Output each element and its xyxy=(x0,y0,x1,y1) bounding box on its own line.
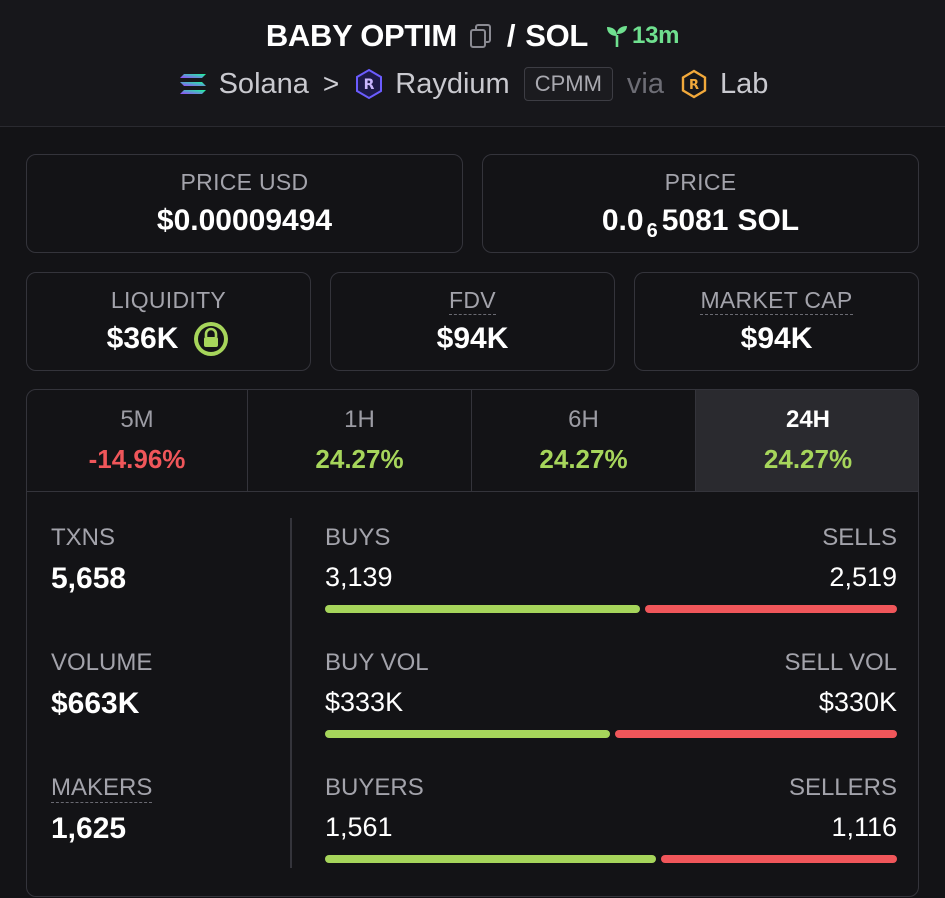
price-usd-value: $0.00009494 xyxy=(156,204,333,237)
sells-label: SELLS xyxy=(822,524,897,551)
timeframe-tabs: 5M -14.96% 1H 24.27% 6H 24.27% 24H 24.27… xyxy=(27,390,918,492)
chain-name[interactable]: Solana xyxy=(218,67,309,100)
fdv-card[interactable]: FDV $94K xyxy=(330,272,615,371)
price-native-value: 0.0 6 5081 SOL xyxy=(483,204,918,242)
dex-name[interactable]: Raydium xyxy=(395,67,510,100)
sprout-icon xyxy=(607,26,628,47)
tab-change: 24.27% xyxy=(315,444,404,474)
tab-5m[interactable]: 5M -14.96% xyxy=(27,390,248,491)
buys-label: BUYS xyxy=(325,524,391,551)
txns-value: 5,658 xyxy=(51,562,127,595)
tab-label: 6H xyxy=(568,406,599,433)
lab-logo-icon: R xyxy=(681,69,707,99)
pair-title: BABY OPTIM / SOL 13m xyxy=(0,16,945,56)
buyers-sellers-ratio: BUYERS SELLERS 1,561 1,116 xyxy=(325,774,897,863)
buyers-sellers-bar xyxy=(325,855,897,863)
sellers-value: 1,116 xyxy=(831,812,897,842)
sell-vol-label: SELL VOL xyxy=(784,649,897,676)
buy-vol-value: $333K xyxy=(325,687,404,717)
copy-icon[interactable] xyxy=(469,23,493,49)
buyers-value: 1,561 xyxy=(325,812,393,842)
tab-6h[interactable]: 6H 24.27% xyxy=(472,390,696,491)
price-native-unit: SOL xyxy=(737,204,800,237)
stats-panel: 5M -14.96% 1H 24.27% 6H 24.27% 24H 24.27… xyxy=(26,389,919,897)
tab-label: 24H xyxy=(785,406,831,433)
market-cap-value: $94K xyxy=(740,322,813,355)
buyers-bar-segment xyxy=(325,855,656,863)
liquidity-card: LIQUIDITY $36K xyxy=(26,272,311,371)
fdv-label: FDV xyxy=(449,287,496,315)
pair-age: 13m xyxy=(604,22,679,50)
buy-vol-bar-segment xyxy=(325,730,610,738)
fdv-value: $94K xyxy=(436,322,509,355)
sellers-bar-segment xyxy=(660,855,897,863)
price-native-card: PRICE 0.0 6 5081 SOL xyxy=(482,154,919,253)
makers-value: 1,625 xyxy=(51,812,127,845)
lock-icon[interactable] xyxy=(192,320,230,358)
launchpad-name[interactable]: Lab xyxy=(720,67,769,100)
sells-value: 2,519 xyxy=(829,562,897,592)
tab-1h[interactable]: 1H 24.27% xyxy=(248,390,472,491)
tab-change: 24.27% xyxy=(763,444,853,474)
sell-vol-value: $330K xyxy=(818,687,897,717)
tab-label: 5M xyxy=(120,406,154,433)
pool-type-badge: CPMM xyxy=(523,67,613,101)
buyers-label: BUYERS xyxy=(325,774,424,801)
pair-slash: / xyxy=(506,18,516,53)
price-native-prefix: 0.0 xyxy=(601,204,644,237)
raydium-logo-icon: R xyxy=(356,68,383,100)
sell-vol-bar-segment xyxy=(614,730,897,738)
quote-symbol: SOL xyxy=(525,18,589,53)
tab-24h[interactable]: 24H 24.27% xyxy=(696,390,918,491)
pair-age-value: 13m xyxy=(632,22,680,49)
sells-bar-segment xyxy=(644,605,897,613)
route-separator: > xyxy=(322,68,340,99)
buys-value: 3,139 xyxy=(325,562,393,592)
buys-sells-ratio: BUYS SELLS 3,139 2,519 xyxy=(325,524,897,613)
liquidity-value-row: $36K xyxy=(27,320,310,358)
svg-text:R: R xyxy=(689,78,699,93)
liquidity-label: LIQUIDITY xyxy=(110,287,227,313)
txns-label: TXNS xyxy=(51,524,116,551)
makers-label: MAKERS xyxy=(51,774,153,803)
tab-change: -14.96% xyxy=(88,444,186,474)
volume-stat: VOLUME $663K xyxy=(51,649,152,721)
tab-change: 24.27% xyxy=(539,444,628,474)
volume-ratio: BUY VOL SELL VOL $333K $330K xyxy=(325,649,897,738)
price-native-zero-count: 6 xyxy=(646,219,658,242)
pair-route: Solana > R Raydium CPMM via R Lab xyxy=(0,63,945,105)
volume-bar xyxy=(325,730,897,738)
buy-vol-label: BUY VOL xyxy=(325,649,429,676)
token-symbol: BABY OPTIM xyxy=(265,18,457,53)
volume-value: $663K xyxy=(51,687,140,720)
tab-label: 1H xyxy=(344,406,375,433)
price-usd-card: PRICE USD $0.00009494 xyxy=(26,154,463,253)
pair-header: BABY OPTIM / SOL 13m xyxy=(0,0,945,127)
market-cap-card[interactable]: MARKET CAP $94K xyxy=(634,272,919,371)
price-usd-label: PRICE USD xyxy=(180,169,309,195)
price-native-digits: 5081 xyxy=(661,204,729,237)
txns-stat: TXNS 5,658 xyxy=(51,524,126,596)
solana-logo-icon xyxy=(179,74,206,94)
market-cap-label: MARKET CAP xyxy=(700,287,853,315)
via-label: via xyxy=(626,67,664,100)
sellers-label: SELLERS xyxy=(788,774,897,801)
svg-text:R: R xyxy=(364,77,375,93)
buys-sells-bar xyxy=(325,605,897,613)
volume-label: VOLUME xyxy=(51,649,153,676)
liquidity-value: $36K xyxy=(106,322,179,355)
stats-divider xyxy=(290,518,292,868)
price-native-label: PRICE xyxy=(664,169,737,195)
buys-bar-segment xyxy=(325,605,640,613)
stats-body: TXNS 5,658 VOLUME $663K MAKERS 1,625 BUY… xyxy=(27,492,918,896)
makers-stat[interactable]: MAKERS 1,625 xyxy=(51,774,153,846)
